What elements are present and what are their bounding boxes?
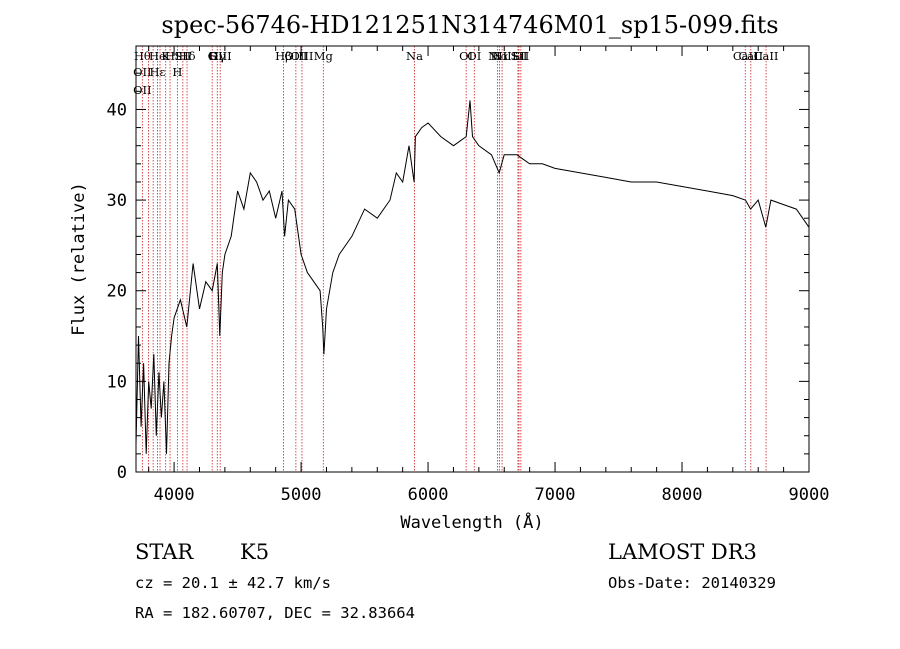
- marker-label: OI: [459, 49, 473, 63]
- y-tick-label: 10: [107, 372, 127, 392]
- marker-label: Hδ: [179, 49, 196, 63]
- x-tick-label: 6000: [408, 485, 449, 505]
- redshift-velocity: cz = 20.1 ± 42.7 km/s: [135, 574, 331, 592]
- y-tick-label: 30: [107, 191, 127, 211]
- survey-name: LAMOST DR3: [608, 540, 757, 564]
- marker-label: Hε: [149, 65, 165, 79]
- marker-label: Na: [406, 49, 423, 63]
- marker-label: SII: [510, 49, 527, 63]
- marker-label: NII: [493, 49, 512, 63]
- marker-label: OIII: [290, 49, 313, 63]
- y-tick-label: 40: [107, 100, 127, 120]
- marker-label: Hα: [491, 49, 509, 63]
- marker-label: I: [175, 49, 180, 63]
- marker-label: CaII: [733, 49, 758, 63]
- y-tick-label: 20: [107, 282, 127, 302]
- x-tick-label: 8000: [662, 485, 703, 505]
- object-class: STAR: [135, 540, 194, 564]
- marker-label: Mg: [314, 49, 334, 63]
- marker-label: G: [208, 49, 217, 63]
- marker-label: Hγ: [209, 49, 226, 63]
- marker-label: OII: [133, 65, 152, 79]
- y-axis-ticks: 0 10 20 30 40: [107, 72, 809, 483]
- marker-label: Li: [512, 49, 524, 63]
- marker-label: Hθ: [134, 49, 151, 63]
- chart-title: spec-56746-HD121251N314746M01_sp15-099.f…: [161, 11, 778, 39]
- x-axis-ticks: 4000 5000 6000 7000 8000 9000: [148, 46, 830, 505]
- object-subclass: K5: [240, 540, 270, 564]
- x-tick-label: 5000: [281, 485, 322, 505]
- marker-label: He: [149, 49, 166, 63]
- x-tick-label: 7000: [535, 485, 576, 505]
- plot-frame: [135, 45, 810, 473]
- marker-label: CaII: [754, 49, 779, 63]
- marker-label: OII: [133, 83, 152, 97]
- marker-label: H: [165, 49, 175, 63]
- y-tick-label: 0: [117, 463, 127, 483]
- marker-label: SII: [512, 49, 529, 63]
- x-tick-label: 9000: [789, 485, 830, 505]
- observation-date: Obs-Date: 20140329: [608, 574, 776, 592]
- marker-label: Hβ: [275, 49, 292, 63]
- y-axis-label: Flux (relative): [69, 182, 89, 336]
- marker-label: H: [172, 65, 182, 79]
- coordinates: RA = 182.60707, DEC = 32.83664: [135, 604, 415, 622]
- x-tick-label: 4000: [154, 485, 195, 505]
- x-axis-label: Wavelength (Å): [400, 511, 543, 533]
- marker-label: OI: [467, 49, 481, 63]
- marker-label: K: [161, 49, 170, 63]
- spectrum-series: [135, 100, 810, 454]
- spectrum-line: [135, 100, 810, 454]
- marker-label: CaII: [738, 49, 763, 63]
- marker-label: OIII: [209, 49, 232, 63]
